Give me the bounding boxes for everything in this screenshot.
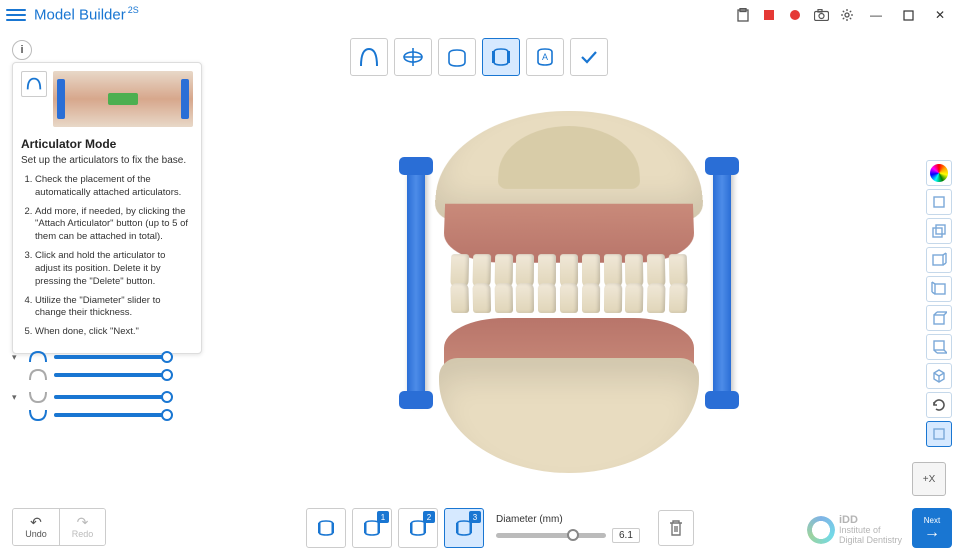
slider-upper-sub[interactable]	[54, 373, 167, 377]
badge-2: 2	[423, 511, 435, 523]
next-button[interactable]: Next →	[912, 508, 952, 548]
help-panel: Articulator Mode Set up the articulators…	[12, 62, 202, 354]
arch-mode-button[interactable]	[350, 38, 388, 76]
help-mode-icon	[21, 71, 47, 97]
slider-lower-main[interactable]	[54, 395, 167, 399]
section-mode-button[interactable]	[394, 38, 432, 76]
help-step: Click and hold the articulator to adjust…	[35, 250, 193, 288]
label-mode-button[interactable]: A	[526, 38, 564, 76]
view-bottom-button[interactable]	[926, 334, 952, 360]
chevron-down-icon[interactable]: ▾	[12, 392, 22, 403]
articulator-2-button[interactable]: 2	[398, 508, 438, 548]
view-front-button[interactable]	[926, 189, 952, 215]
axis-widget[interactable]: +X	[912, 462, 946, 496]
help-step: When done, click "Next."	[35, 326, 193, 339]
articulator-3-button[interactable]: 3	[444, 508, 484, 548]
view-back-button[interactable]	[926, 218, 952, 244]
slider-lower-sub[interactable]	[54, 413, 167, 417]
badge-3: 3	[469, 511, 481, 523]
help-title: Articulator Mode	[21, 137, 193, 151]
articulator-pillar-left[interactable]	[407, 163, 425, 403]
help-subtitle: Set up the articulators to fix the base.	[21, 155, 193, 166]
help-step: Add more, if needed, by clicking the "At…	[35, 206, 193, 244]
view-top-button[interactable]	[926, 305, 952, 331]
view-right-button[interactable]	[926, 276, 952, 302]
diameter-slider[interactable]	[496, 533, 606, 538]
help-step: Utilize the "Diameter" slider to change …	[35, 295, 193, 321]
articulator-1-button[interactable]: 1	[352, 508, 392, 548]
record-square-icon[interactable]	[760, 6, 778, 24]
reset-view-button[interactable]	[926, 392, 952, 418]
undo-redo-group: ↶Undo ↷Redo	[12, 508, 106, 546]
badge-1: 1	[377, 511, 389, 523]
lower-arch-icon	[28, 390, 48, 404]
articulator-mode-button[interactable]	[482, 38, 520, 76]
upper-arch-icon	[28, 350, 48, 364]
info-button[interactable]: i	[12, 40, 32, 60]
delete-button[interactable]	[658, 510, 694, 546]
brand-logo: iDDInstitute ofDigital Dentistry	[807, 514, 902, 546]
record-icon[interactable]	[786, 6, 804, 24]
approve-mode-button[interactable]	[570, 38, 608, 76]
diameter-control: Diameter (mm) 6.1	[496, 514, 640, 543]
redo-button[interactable]: ↷Redo	[59, 509, 105, 545]
titlebar: Model Builder2S — ✕	[0, 0, 958, 30]
diameter-value: 6.1	[612, 528, 640, 543]
help-step: Check the placement of the automatically…	[35, 174, 193, 200]
mode-toolbar: A	[350, 38, 608, 76]
base-mode-button[interactable]	[438, 38, 476, 76]
attach-articulator-button[interactable]	[306, 508, 346, 548]
app-title: Model Builder2S	[34, 5, 139, 24]
model-teeth-upper	[448, 238, 689, 288]
visibility-sliders: ▾ ▾	[12, 350, 167, 430]
menu-icon[interactable]	[6, 5, 26, 25]
model-base-lower	[439, 358, 699, 473]
view-toolbar	[926, 160, 952, 447]
clipboard-icon[interactable]	[734, 6, 752, 24]
maximize-button[interactable]	[896, 3, 920, 27]
diameter-label: Diameter (mm)	[496, 514, 640, 525]
help-steps: Check the placement of the automatically…	[21, 174, 193, 339]
view-left-button[interactable]	[926, 247, 952, 273]
help-thumbnail	[53, 71, 193, 127]
undo-button[interactable]: ↶Undo	[13, 509, 59, 545]
close-button[interactable]: ✕	[928, 3, 952, 27]
color-picker-button[interactable]	[926, 160, 952, 186]
shading-toggle-button[interactable]	[926, 421, 952, 447]
minimize-button[interactable]: —	[864, 3, 888, 27]
lower-arch-sub-icon	[28, 408, 48, 422]
slider-upper-main[interactable]	[54, 355, 167, 359]
chevron-down-icon[interactable]: ▾	[12, 352, 22, 363]
upper-arch-sub-icon	[28, 368, 48, 382]
titlebar-actions: — ✕	[734, 3, 952, 27]
view-iso-button[interactable]	[926, 363, 952, 389]
articulator-pillar-right[interactable]	[713, 163, 731, 403]
viewport-3d[interactable]	[240, 80, 898, 496]
arrow-right-icon: →	[924, 525, 940, 541]
svg-text:A: A	[542, 52, 548, 62]
articulator-toolbar: 1 2 3 Diameter (mm) 6.1	[306, 508, 694, 548]
camera-icon[interactable]	[812, 6, 830, 24]
settings-icon[interactable]	[838, 6, 856, 24]
